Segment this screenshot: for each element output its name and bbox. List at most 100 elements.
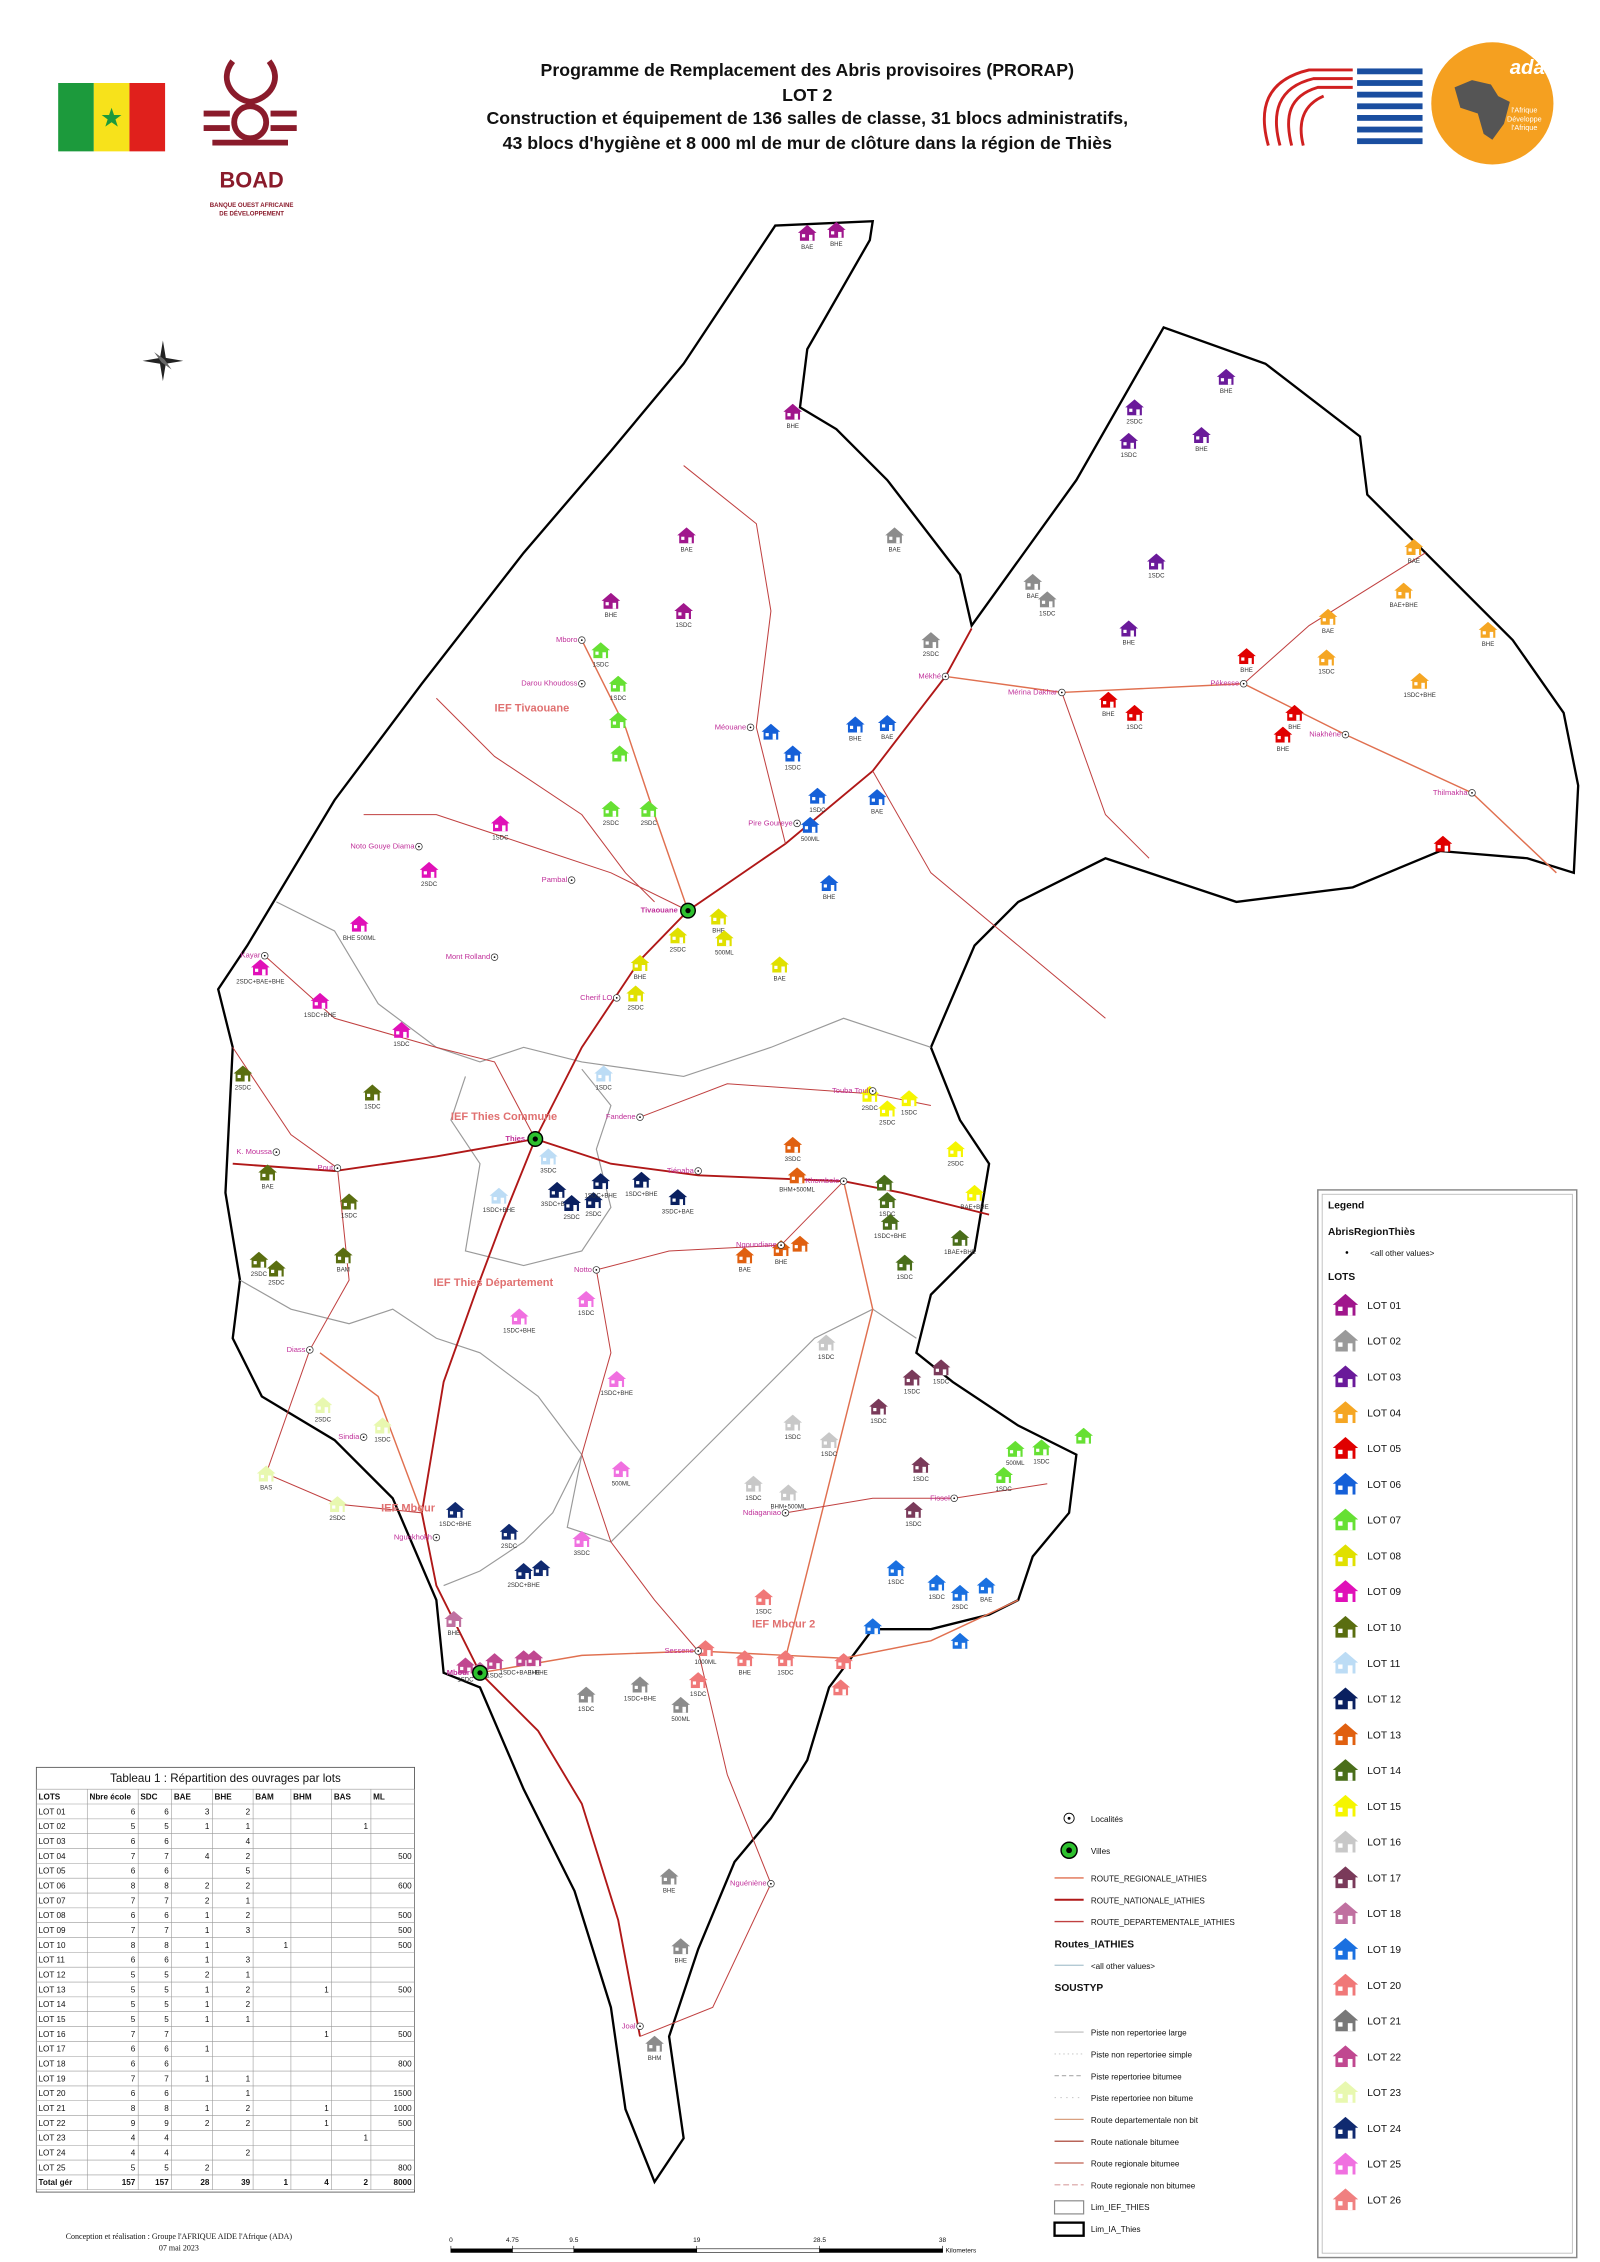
locality-label: Pire Goureye [748, 818, 792, 827]
scale-segment [573, 2248, 698, 2253]
table-cell: 500 [398, 1911, 412, 1920]
region-outline [216, 219, 1580, 2185]
city-dot [532, 1136, 538, 1142]
legend-lim-ief: Lim_IEF_THIES [1091, 2203, 1150, 2212]
table-cell: 6 [131, 1956, 136, 1965]
locality-label: Pout [318, 1163, 334, 1172]
table-cell: 1 [205, 1985, 210, 1994]
marker-label: 1SDC [879, 1211, 896, 1218]
marker-label: 3SDC [574, 1550, 591, 1557]
marker-label: BHE [1195, 446, 1208, 453]
ada-tag: l'Afrique [1511, 123, 1537, 132]
marker-label: 1SDC [457, 1677, 474, 1684]
table-cell: 8 [164, 1941, 169, 1950]
ief-label: IEF Tivaouane [495, 702, 570, 714]
marker-label: BHE [775, 1259, 788, 1266]
locality-label: Mérina Dakhar [1008, 687, 1058, 696]
locality-dot [1060, 691, 1063, 694]
marker-label: BAE [871, 808, 883, 815]
marker-label: 1SDC [593, 661, 610, 668]
locality-dot [336, 1167, 339, 1169]
table-cell: 3 [205, 1807, 210, 1816]
scale-tick-label: 0 [449, 2237, 453, 2244]
marker-label: 2SDC [315, 1416, 332, 1423]
locality-label: Ngoundiane [736, 1240, 777, 1249]
marker-label: 1SDC [1148, 573, 1165, 580]
table-cell: 1 [205, 2104, 210, 2113]
legend-item: LOT 12 [1367, 1695, 1401, 1706]
legend-item: LOT 14 [1367, 1766, 1401, 1777]
table-cell: 4 [205, 1852, 210, 1861]
boad-full: DE DÉVELOPPEMENT [219, 210, 284, 218]
table-cell: 6 [131, 2060, 136, 2069]
locality-label: Diass [287, 1345, 306, 1354]
ief-boundaries [239, 901, 932, 1587]
locality-dot [842, 1180, 845, 1183]
scale-unit: Kilometers [945, 2248, 977, 2255]
locality-label: Mboro [556, 635, 577, 644]
locality-label: Ndiaganiao [743, 1508, 781, 1517]
marker-label: 1SDC [929, 1594, 946, 1601]
city-label: Tivaouane [641, 906, 678, 915]
marker-label: 2SDC [670, 947, 687, 954]
places: IEF Tivaouane IEF Thies Commune IEF Thies … [236, 635, 1476, 2030]
scale-segment [819, 2248, 943, 2253]
legend: Legend AbrisRegionThiès <all other value… [1317, 1189, 1578, 2259]
marker-label: 2SDC [923, 651, 940, 658]
marker-label: 1SDC+BAE+BHE [500, 1669, 548, 1676]
marker-label: 1SDC+BHE [625, 1191, 657, 1198]
legend-routes-title: Routes_IATHIES [1055, 1940, 1135, 1951]
locality-dot [697, 1170, 700, 1172]
table-cell: 7 [164, 2074, 169, 2083]
table-cell: 2 [246, 2104, 251, 2113]
table-cell: 2 [246, 1882, 251, 1891]
locality-dot [493, 956, 496, 959]
locality-label: Sindia [338, 1432, 360, 1441]
marker-label: 1SDC [486, 1672, 503, 1679]
legend-road: ROUTE_REGIONALE_IATHIES [1091, 1875, 1207, 1884]
marker-label: 500ML [671, 1716, 690, 1723]
marker-label: BHE [1288, 724, 1301, 731]
table-cell: 157 [122, 2178, 136, 2187]
table-cell: 6 [131, 2045, 136, 2054]
table-cell: 7 [131, 1852, 136, 1861]
marker-label: 1SDC [821, 1451, 838, 1458]
table-cell: 6 [131, 1867, 136, 1876]
locality-label: Sessene [664, 1646, 693, 1655]
table-cell: 7 [131, 1926, 136, 1935]
boad-name: BOAD [220, 168, 284, 193]
legend-item: LOT 11 [1367, 1659, 1400, 1670]
marker-label: 1SDC+BHE [304, 1012, 336, 1019]
locality-label: Tiénaba [667, 1166, 695, 1175]
marker-label: BAE [1322, 628, 1334, 635]
legend-soustyp: Piste repertoriee bitumee [1091, 2072, 1182, 2081]
table-cell: 6 [164, 1867, 169, 1876]
ief-label: IEF Mbour 2 [752, 1619, 815, 1631]
locality-label: Pambal [542, 875, 568, 884]
legend-soustyp: Route regionale non bitumee [1091, 2181, 1196, 2190]
table-cell: 1 [205, 2015, 210, 2024]
marker-label: BAE [980, 1597, 992, 1604]
locality-dot [362, 1436, 365, 1439]
table-cell: 5 [131, 2015, 136, 2024]
table-cell: 1 [324, 2119, 329, 2128]
legend-item: LOT 06 [1367, 1480, 1401, 1491]
marker-label: BHE [448, 1630, 461, 1637]
table-cell: 6 [164, 2089, 169, 2098]
table-cell: 5 [131, 2163, 136, 2172]
locality-label: Nguekhokh [394, 1533, 432, 1542]
marker-label: 1SDC+BHE [624, 1696, 656, 1703]
marker-label: BHE [738, 1669, 751, 1676]
marker-label: BAE [801, 244, 813, 251]
locality-label: Mont Rolland [446, 952, 490, 961]
table-cell: 1 [205, 1911, 210, 1920]
boad-full: BANQUE OUEST AFRICAINE [210, 202, 294, 209]
scale-tick-label: 38 [939, 2237, 947, 2244]
table-cell: 8 [164, 2104, 169, 2113]
table-cell: 1500 [394, 2089, 413, 2098]
table-cell: 1 [205, 1956, 210, 1965]
ief-label: IEF Thies Département [433, 1277, 553, 1289]
marker-label: 1SDC [996, 1486, 1013, 1493]
table-cell: 5 [164, 1971, 169, 1980]
table-cell: 1 [246, 1822, 251, 1831]
